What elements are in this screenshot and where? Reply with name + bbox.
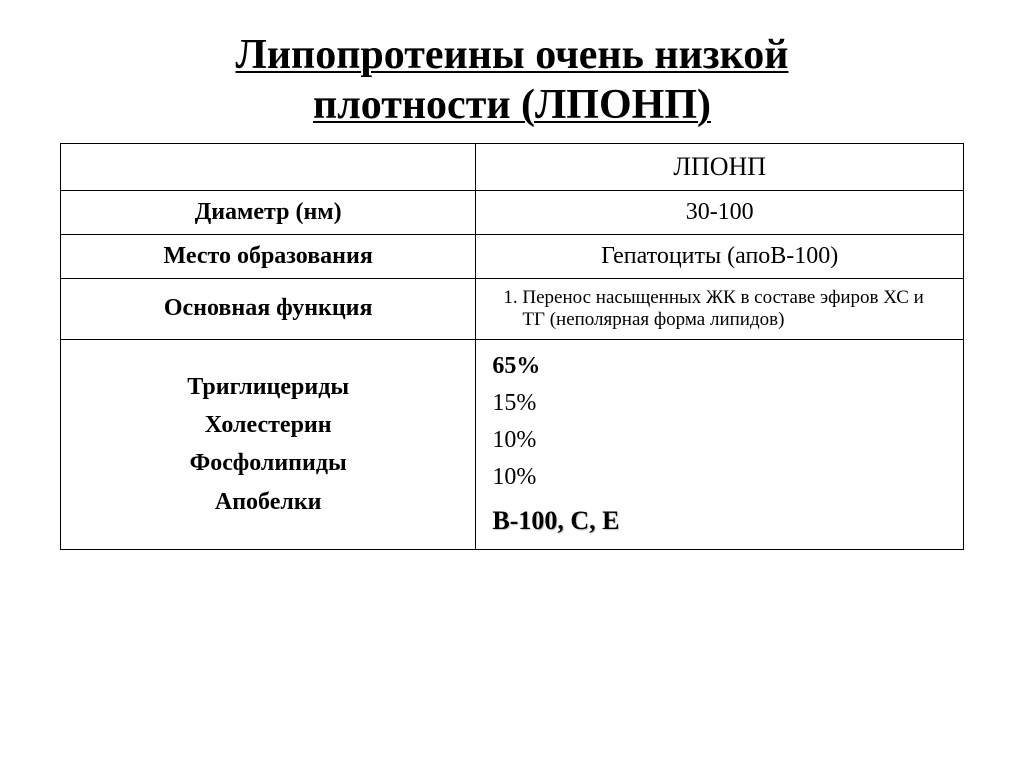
apoproteins-line: В-100, С, Е [492,501,947,541]
composition-row: Триглицериды Холестерин Фосфолипиды Апоб… [61,339,964,549]
comp-value: 15% [492,385,947,422]
table-row: Диаметр (нм) 30-100 [61,190,964,234]
row-value: 30-100 [476,190,964,234]
composition-labels-cell: Триглицериды Холестерин Фосфолипиды Апоб… [61,339,476,549]
function-row: Основная функция Перенос насыщенных ЖК в… [61,278,964,339]
comp-label: Холестерин [77,406,459,444]
comp-label: Апобелки [77,483,459,521]
title-line-1: Липопротеины очень низкой [236,32,789,78]
row-value: Гепатоциты (апоВ-100) [476,234,964,278]
header-value-cell: ЛПОНП [476,143,964,190]
function-value-cell: Перенос насыщенных ЖК в составе эфиров Х… [476,278,964,339]
row-label: Диаметр (нм) [61,190,476,234]
comp-label: Триглицериды [77,368,459,406]
function-label: Основная функция [61,278,476,339]
comp-value: 10% [492,422,947,459]
table-header-row: ЛПОНП [61,143,964,190]
table-row: Место образования Гепатоциты (апоВ-100) [61,234,964,278]
comp-value: 65% [492,348,947,385]
header-empty-cell [61,143,476,190]
function-item: Перенос насыщенных ЖК в составе эфиров Х… [522,287,947,331]
function-list: Перенос насыщенных ЖК в составе эфиров Х… [492,287,947,331]
comp-label: Фосфолипиды [77,444,459,482]
lipoprotein-table: ЛПОНП Диаметр (нм) 30-100 Место образова… [60,143,964,550]
composition-values-cell: 65% 15% 10% 10% В-100, С, Е [476,339,964,549]
comp-value: 10% [492,459,947,496]
row-label: Место образования [61,234,476,278]
slide-title: Липопротеины очень низкой плотности (ЛПО… [60,30,964,131]
title-line-2: плотности (ЛПОНП) [313,82,711,128]
